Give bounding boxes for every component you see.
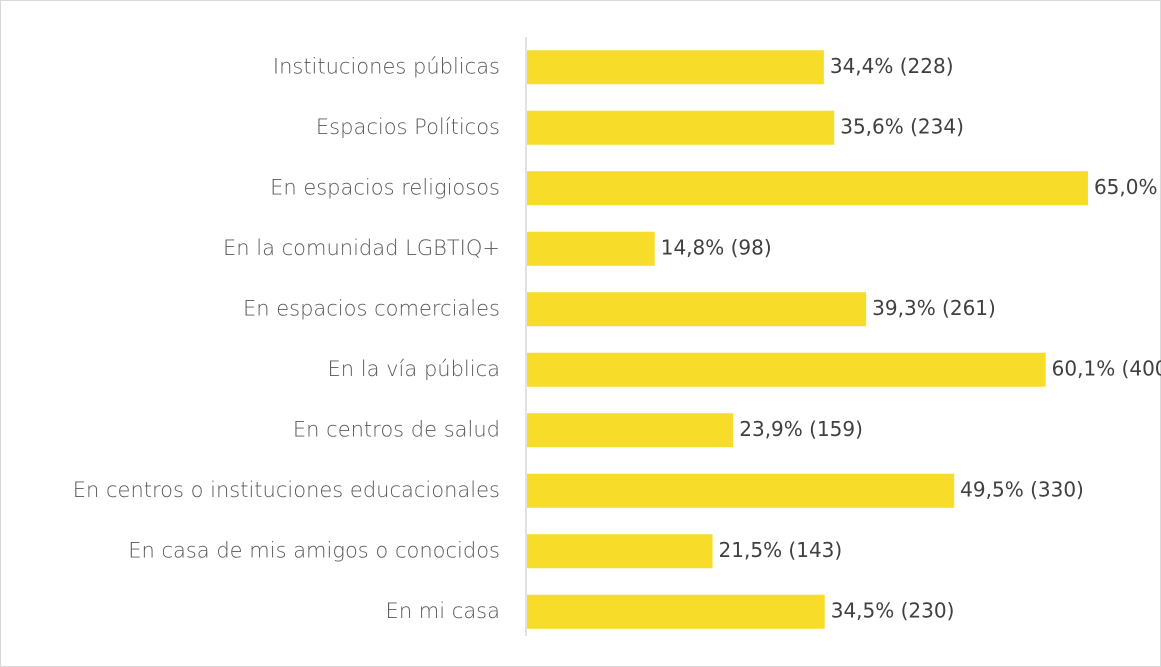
category-label: En centros o instituciones educacionales [73, 478, 500, 502]
value-label: 60,1% (400) [1052, 356, 1161, 380]
category-label: En espacios religiosos [270, 175, 500, 199]
value-label: 34,4% (228) [830, 54, 954, 78]
value-label: 21,5% (143) [719, 538, 843, 562]
value-label: 49,5% (330) [960, 477, 1084, 501]
bar [527, 231, 655, 266]
bar [527, 534, 713, 569]
value-label: 39,3% (261) [872, 296, 996, 320]
value-label: 23,9% (159) [739, 417, 863, 441]
bar [527, 110, 835, 145]
category-label: En mi casa [386, 599, 500, 623]
bar [527, 171, 1088, 206]
bar [527, 413, 734, 448]
category-label: Espacios Políticos [316, 115, 500, 139]
bar [527, 352, 1046, 387]
bar [527, 292, 867, 327]
category-label: En la comunidad LGBTIQ+ [223, 236, 500, 260]
bar [527, 594, 825, 629]
category-label: En espacios comerciales [243, 296, 500, 320]
category-label: En la vía pública [328, 357, 501, 381]
value-label: 34,5% (230) [831, 598, 955, 622]
category-label: Instituciones públicas [273, 54, 500, 78]
value-label: 35,6% (234) [840, 114, 964, 138]
bar [527, 473, 955, 508]
category-label: En centros de salud [293, 417, 500, 441]
value-label: 65,0% (428) [1094, 175, 1161, 199]
bar [527, 50, 824, 85]
value-label: 14,8% (98) [661, 235, 772, 259]
category-label: En casa de mis amigos o conocidos [128, 538, 500, 562]
